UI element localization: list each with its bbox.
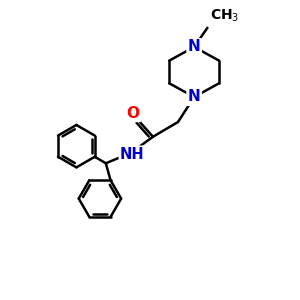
Text: CH$_3$: CH$_3$ xyxy=(210,8,239,24)
Text: N: N xyxy=(188,39,200,54)
Text: O: O xyxy=(127,106,140,121)
Text: N: N xyxy=(188,89,200,104)
Text: NH: NH xyxy=(120,147,145,162)
